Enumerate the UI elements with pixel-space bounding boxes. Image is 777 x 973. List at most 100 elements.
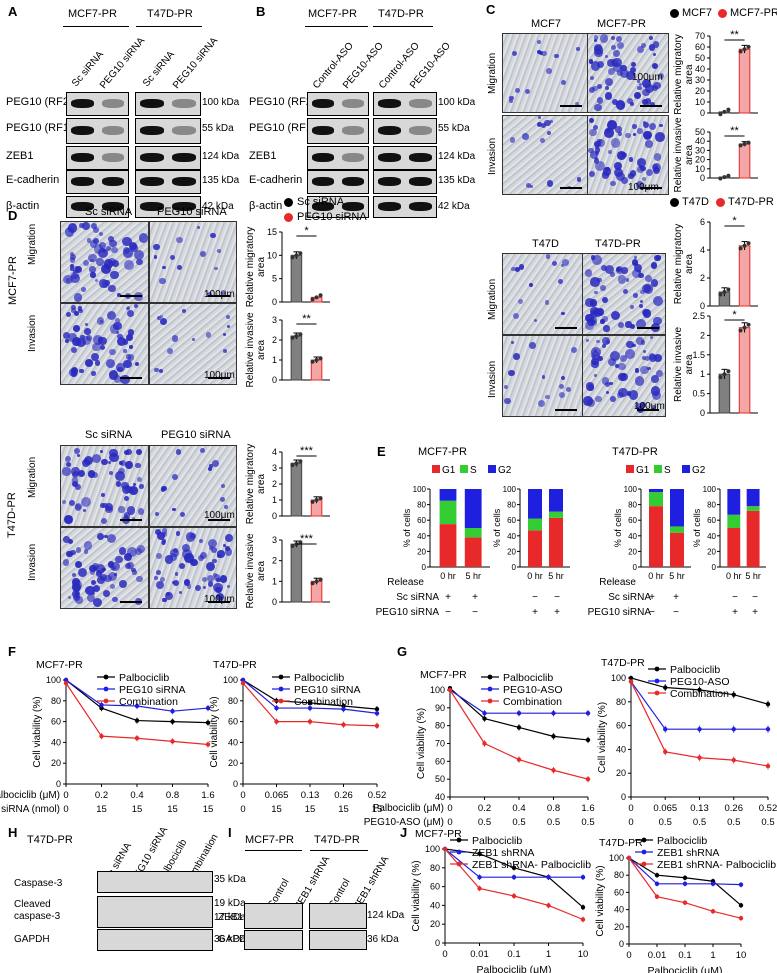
stained-cell [155,552,163,560]
legend-e-marker-g1 [432,465,440,473]
panel-h-letter: H [8,825,18,840]
stained-cell [585,321,595,331]
stained-cell [643,284,654,294]
x-tick-label: 0.5 [581,817,594,828]
stained-cell [90,272,96,278]
y-tick-label: 100 [46,675,61,685]
stained-cell [655,255,661,260]
micro-d-t47d-peg-mig [149,445,237,527]
stained-cell [84,585,95,596]
stained-cell [604,85,610,91]
stained-cell [206,292,213,298]
stained-cell [649,101,655,107]
stained-cell [75,591,79,596]
stained-cell [616,69,624,77]
band [71,99,94,108]
stained-cell [90,240,98,248]
stained-cell [594,103,602,111]
stack-s-0 [528,518,542,531]
panel-d-col-4: PEG10 siRNA [161,429,231,441]
x-tick-label: 0 [626,950,631,961]
stained-cell [223,349,227,354]
scale-bar [208,601,230,603]
band [342,177,364,186]
stained-cell [653,317,662,326]
panel-d-scale-4: 100μm [204,594,235,605]
stained-cell [593,35,599,40]
sig-label: ** [302,313,311,325]
stained-cell [127,329,135,336]
stained-cell [213,583,223,593]
stained-cell [216,577,221,582]
stained-cell [104,534,109,539]
stained-cell [619,68,630,79]
stained-cell [597,83,603,89]
stained-cell [651,84,659,92]
x-row-label: Palbociclib (μM) [373,803,444,814]
y-tick-label: 20 [628,547,637,556]
stained-cell [591,355,596,360]
replicate-dot [738,49,743,54]
stained-cell [124,461,133,469]
replicate-dot [742,47,747,52]
replicate-dot [726,369,731,374]
replicate-dot [318,293,323,298]
stained-cell [607,150,612,155]
y-tick-label: 40 [435,792,445,802]
band [409,153,432,162]
stained-cell [591,350,601,360]
scale-bar [560,187,582,189]
stained-cell [554,53,560,59]
stained-cell [176,264,182,270]
stained-cell [593,373,597,377]
stained-cell [212,558,217,564]
y-tick-label: 80 [51,696,61,706]
y-tick-label: 80 [507,501,516,510]
stained-cell [134,548,142,556]
stained-cell [123,450,129,455]
stained-cell [640,165,646,172]
stained-cell [175,572,179,576]
stained-cell [111,246,119,254]
panel-i-size-2: 36 kDa [367,934,399,945]
stained-cell [600,319,605,324]
y-tick-label: 2 [272,556,277,566]
stained-cell [625,132,632,139]
b-blot-0-0 [307,92,369,116]
stained-cell [517,298,524,305]
sig-label: *** [300,533,314,545]
stained-cell [653,166,661,174]
stained-cell [612,50,620,58]
panel-j-letter: J [400,825,408,840]
y-tick-label: 40 [616,744,626,754]
stained-cell [216,592,225,601]
stained-cell [127,547,138,557]
stained-cell [639,365,649,375]
a-size-label-2: 124 kDa [202,151,240,162]
stained-cell [602,377,610,385]
stained-cell [76,453,80,457]
b-row-label-0: PEG10 (RF2) [249,96,316,108]
x-tick-label: 0 [628,803,633,814]
stained-cell [79,222,85,228]
stained-cell [159,277,166,284]
stained-cell [605,166,610,172]
stack-g2-1 [549,489,563,512]
replicate-dot [726,287,731,292]
stained-cell [224,548,233,556]
stained-cell [169,552,178,561]
band [172,153,196,162]
stained-cell [100,574,107,581]
stained-cell [636,319,647,330]
sig-label: *** [300,445,314,457]
stained-cell [630,305,635,309]
y-tick-label: 40 [614,905,624,915]
stained-cell [602,316,608,322]
y-tick-label: 20 [507,547,516,556]
stained-cell [87,470,96,478]
stained-cell [125,333,134,342]
y-tick-label: 20 [614,922,624,932]
stained-cell [96,258,104,266]
stained-cell [129,486,138,495]
x-tick-label: 1 [710,950,715,961]
